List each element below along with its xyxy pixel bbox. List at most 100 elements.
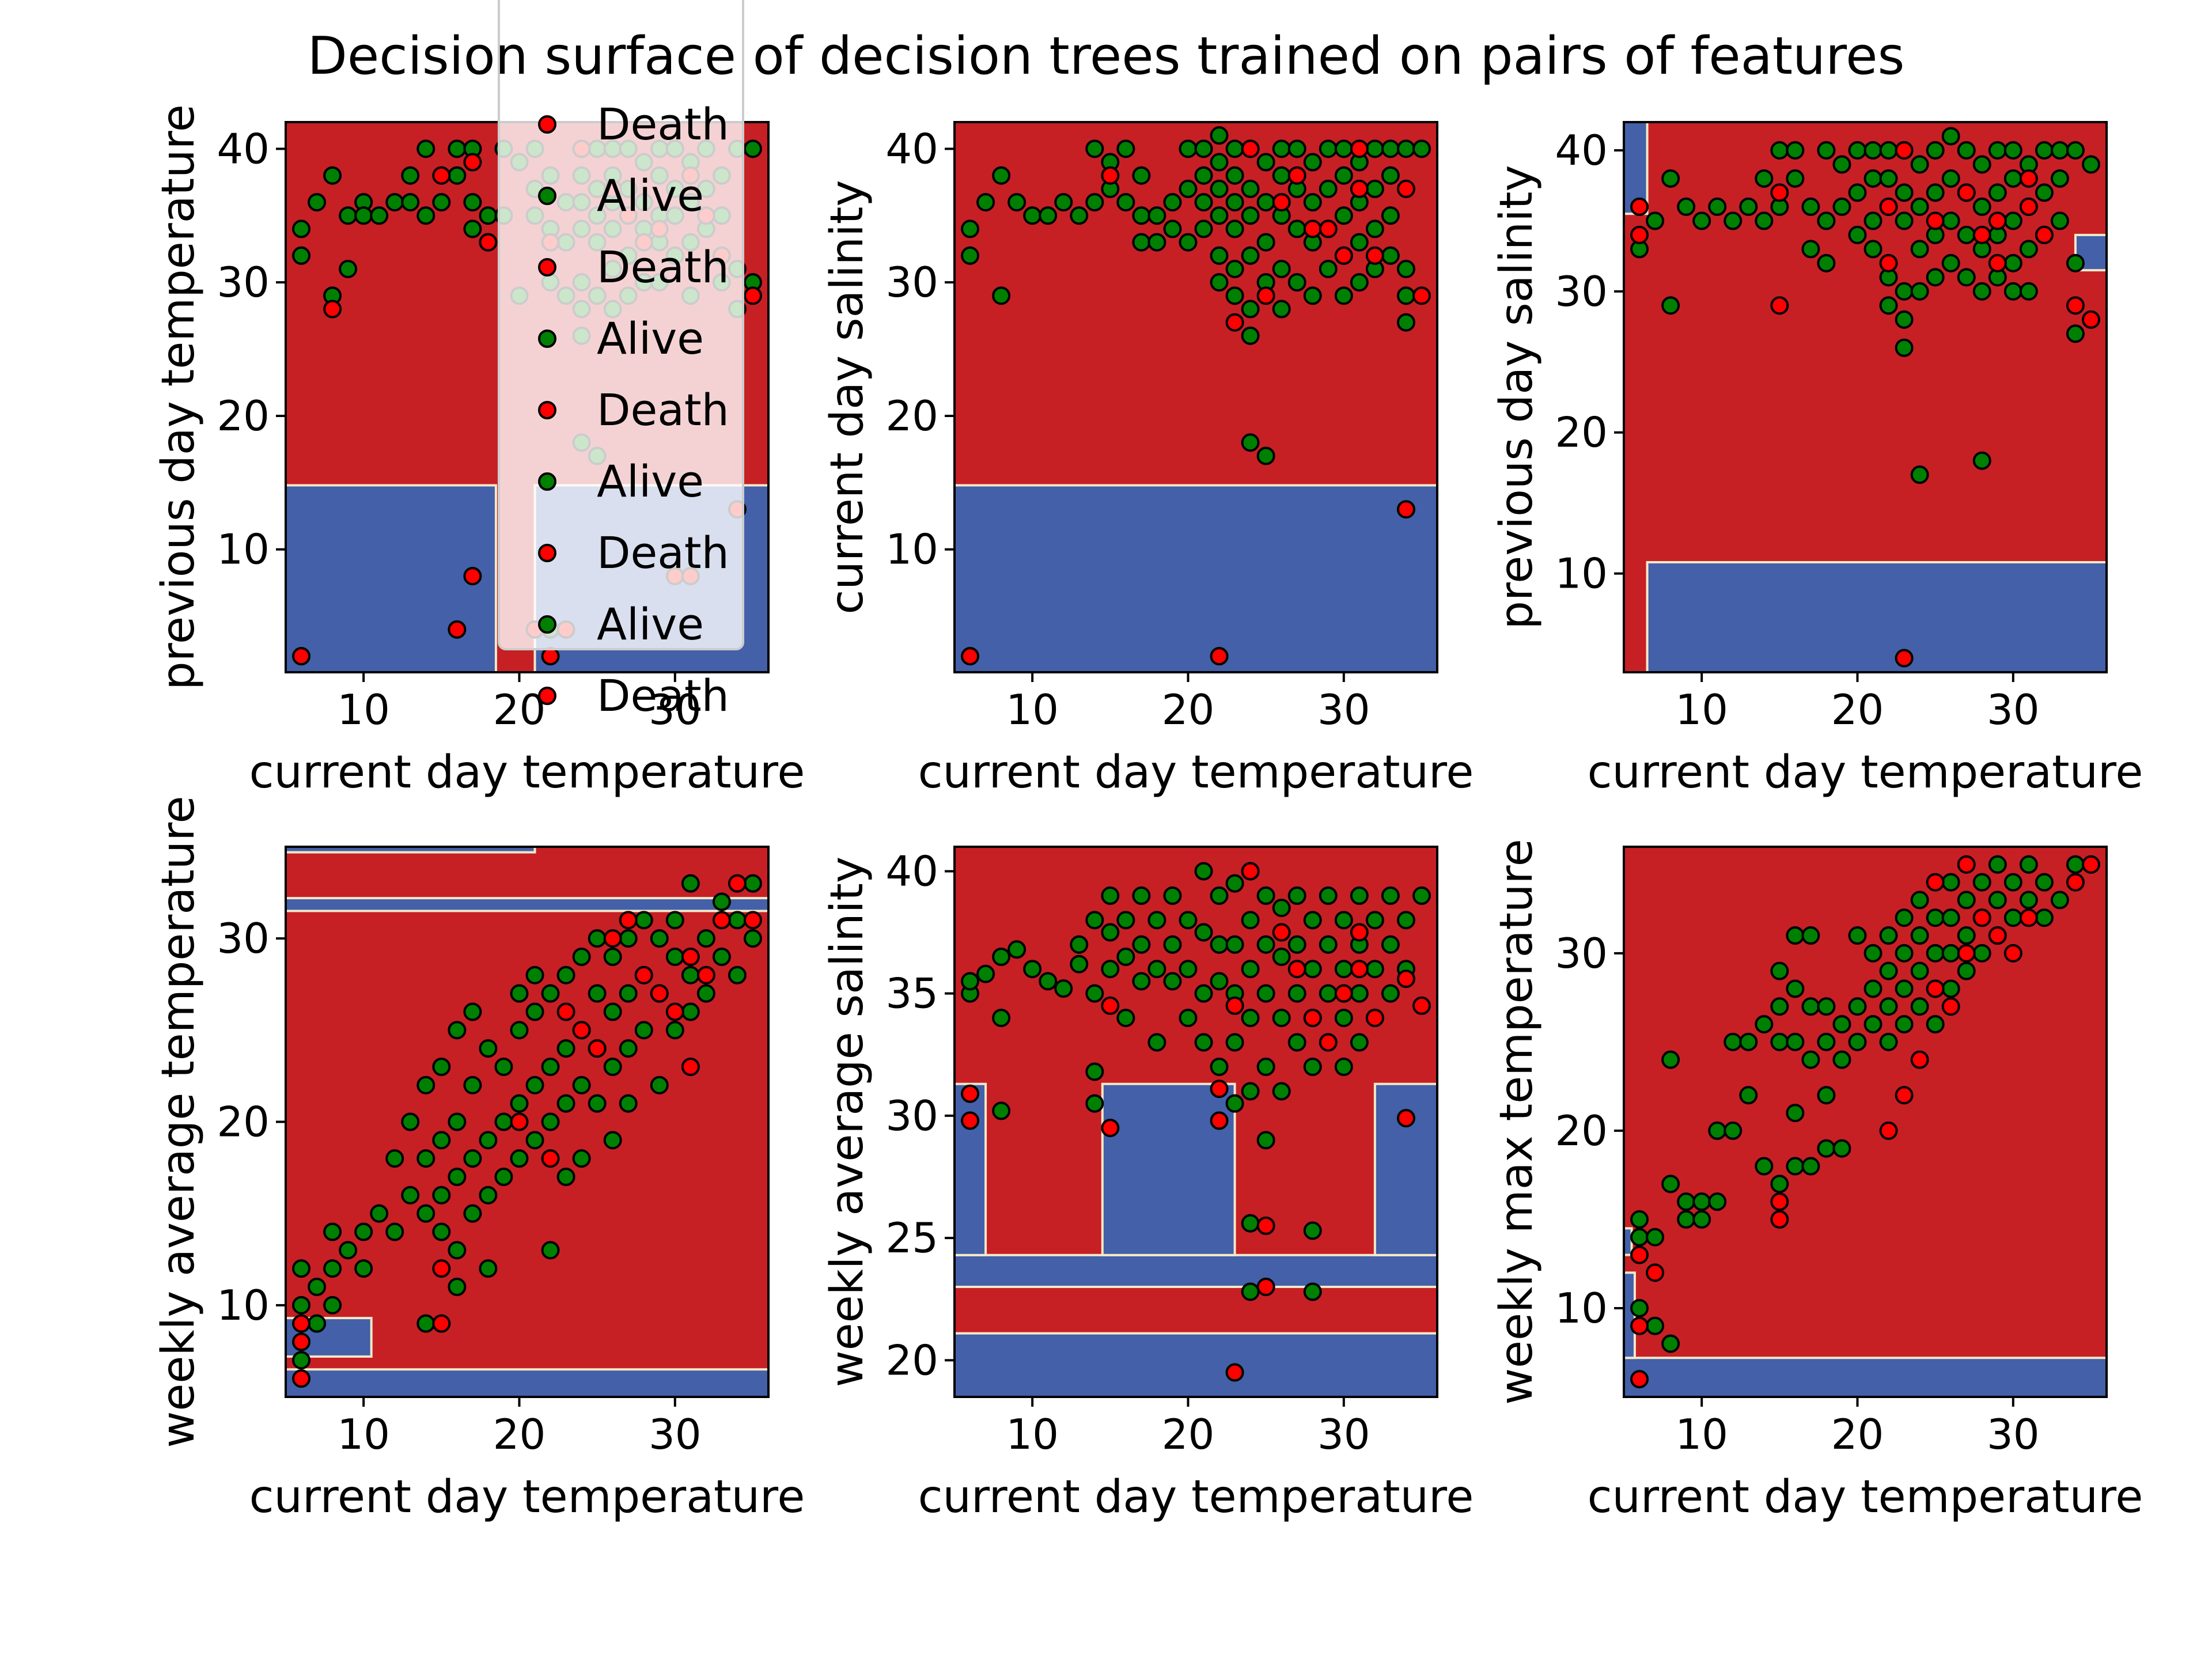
point-alive: [2050, 169, 2069, 188]
point-alive: [1770, 1175, 1789, 1194]
point-alive: [1941, 253, 1960, 272]
point-alive: [1381, 206, 1400, 225]
point-death: [1926, 979, 1945, 998]
y-tick-label: 30: [1555, 267, 1608, 316]
point-alive: [1194, 862, 1213, 881]
plot-area: [286, 847, 768, 1397]
x-axis-label: current day temperature: [249, 747, 805, 798]
point-alive: [416, 206, 435, 225]
point-alive: [1832, 155, 1851, 174]
point-alive: [1661, 1175, 1680, 1194]
x-tick-label: 30: [1317, 685, 1370, 734]
point-alive: [448, 166, 467, 185]
legend-label: Alive: [597, 599, 704, 650]
point-alive: [401, 193, 420, 212]
point-alive: [292, 1351, 311, 1370]
point-alive: [1755, 1157, 1774, 1176]
legend-label: Death: [597, 241, 729, 293]
point-alive: [1007, 193, 1027, 212]
point-death: [2066, 873, 2085, 892]
point-alive: [2066, 324, 2085, 343]
point-alive: [1770, 997, 1789, 1016]
point-alive: [2035, 141, 2054, 160]
point-alive: [479, 1185, 498, 1205]
decision-region-alive: [1646, 561, 2107, 672]
y-tick-label: 20: [885, 1336, 938, 1384]
point-alive: [463, 1075, 482, 1094]
point-death: [448, 620, 467, 639]
point-death: [1210, 1111, 1229, 1130]
point-alive: [354, 1222, 373, 1241]
point-alive: [1972, 197, 1991, 216]
point-alive: [961, 246, 980, 265]
point-alive: [1272, 1082, 1291, 1101]
point-alive: [1895, 282, 1914, 301]
point-alive: [432, 193, 451, 212]
point-death: [1272, 193, 1291, 212]
point-alive: [1972, 155, 1991, 174]
point-alive: [1941, 211, 1960, 230]
point-alive: [1910, 282, 1929, 301]
decision-region-alive: [955, 1082, 987, 1256]
point-alive: [1319, 179, 1338, 198]
point-alive: [370, 206, 389, 225]
point-alive: [494, 1112, 513, 1131]
point-death: [541, 1149, 560, 1168]
y-axis-label: current day salinity: [821, 180, 873, 614]
point-alive: [712, 892, 731, 911]
point-alive: [1801, 997, 1820, 1016]
point-alive: [1101, 886, 1120, 905]
point-alive: [588, 1094, 607, 1113]
point-alive: [1225, 935, 1244, 954]
point-alive: [1895, 908, 1914, 927]
point-alive: [2003, 908, 2022, 927]
point-alive: [463, 1149, 482, 1168]
point-alive: [1957, 926, 1976, 945]
point-alive: [992, 166, 1011, 185]
point-alive: [1786, 1032, 1805, 1051]
legend-label: Death: [597, 670, 729, 721]
point-alive: [665, 948, 684, 966]
point-death: [743, 911, 762, 930]
point-alive: [448, 1241, 467, 1260]
point-alive: [1895, 1015, 1914, 1034]
point-alive: [370, 1204, 389, 1223]
y-tick-label: 10: [1555, 550, 1608, 598]
point-alive: [1132, 972, 1151, 991]
point-alive: [1210, 273, 1229, 292]
point-alive: [1163, 886, 1182, 905]
point-alive: [1957, 891, 1976, 910]
point-death: [1256, 1278, 1275, 1296]
point-alive: [1225, 286, 1244, 305]
point-death: [588, 1039, 607, 1058]
point-alive: [292, 219, 311, 238]
point-alive: [1972, 873, 1991, 892]
y-tick-label: 30: [1555, 929, 1608, 978]
point-alive: [1319, 259, 1338, 278]
y-tick-label: 30: [885, 1092, 938, 1140]
point-death: [1350, 139, 1369, 158]
point-death: [1630, 1370, 1649, 1389]
point-death: [1630, 197, 1649, 216]
point-alive: [1661, 1050, 1680, 1069]
point-alive: [1303, 1282, 1322, 1301]
point-alive: [1879, 141, 1898, 160]
point-alive: [1147, 206, 1166, 225]
point-alive: [1396, 139, 1415, 158]
point-alive: [1194, 1033, 1213, 1052]
point-alive: [1926, 268, 1945, 287]
plot-area: [1624, 847, 2107, 1397]
point-death: [2066, 296, 2085, 315]
point-death: [1396, 500, 1415, 519]
point-alive: [1941, 169, 1960, 188]
point-alive: [1210, 886, 1229, 905]
point-death: [712, 911, 731, 930]
y-axis-label: weekly average temperature: [153, 796, 204, 1448]
point-death: [1334, 984, 1353, 1003]
point-alive: [416, 1075, 435, 1094]
point-alive: [463, 193, 482, 212]
point-death: [1630, 1316, 1649, 1335]
point-death: [1225, 1363, 1244, 1382]
point-alive: [572, 1149, 591, 1168]
subplot-3: 10 20 30 10 20 30 40 current day temperature pre…: [1491, 121, 2143, 798]
